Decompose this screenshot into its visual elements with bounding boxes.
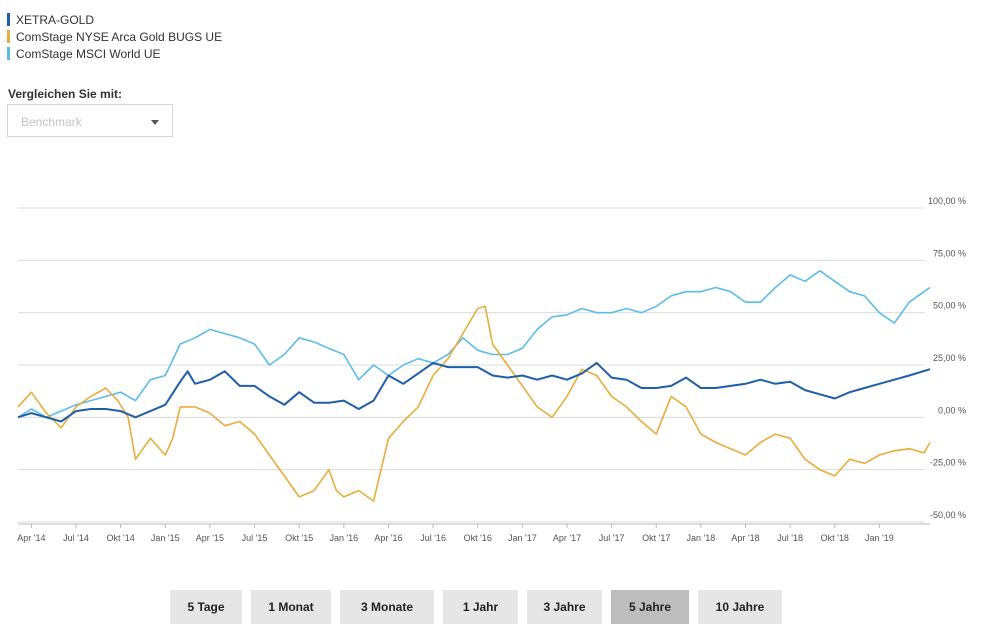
x-tick-label: Apr '15 [196, 533, 224, 543]
y-tick-label: 100,00 % [928, 196, 966, 206]
range-5-tage-button[interactable]: 5 Tage [170, 590, 242, 624]
x-tick-label: Jan '15 [151, 533, 180, 543]
chart-legend: XETRA-GOLD ComStage NYSE Arca Gold BUGS … [7, 11, 222, 62]
y-tick-label: -25,00 % [930, 458, 966, 468]
x-tick-label: Jul '15 [242, 533, 268, 543]
range-1-jahr-button[interactable]: 1 Jahr [443, 590, 518, 624]
range-5-jahre-button[interactable]: 5 Jahre [611, 590, 689, 624]
benchmark-select[interactable]: Benchmark [7, 104, 173, 137]
x-tick-label: Jan '17 [508, 533, 537, 543]
x-tick-label: Apr '14 [17, 533, 45, 543]
legend-item-xetra-gold[interactable]: XETRA-GOLD [7, 11, 222, 28]
legend-swatch [7, 13, 10, 26]
range-10-jahre-button[interactable]: 10 Jahre [698, 590, 782, 624]
y-tick-label: 50,00 % [933, 301, 966, 311]
x-tick-label: Apr '17 [553, 533, 581, 543]
x-tick-label: Apr '18 [731, 533, 759, 543]
x-tick-label: Jan '18 [687, 533, 716, 543]
benchmark-placeholder: Benchmark [21, 115, 82, 129]
legend-item-gold-bugs[interactable]: ComStage NYSE Arca Gold BUGS UE [7, 28, 222, 45]
x-tick-label: Jul '16 [420, 533, 446, 543]
chevron-down-icon [151, 120, 159, 125]
legend-swatch [7, 30, 10, 43]
y-tick-label: 75,00 % [933, 248, 966, 258]
time-range-selector: 5 Tage 1 Monat 3 Monate 1 Jahr 3 Jahre 5… [170, 590, 791, 624]
y-tick-label: 25,00 % [933, 353, 966, 363]
x-tick-label: Apr '16 [374, 533, 402, 543]
y-tick-label: 0,00 % [938, 405, 966, 415]
x-tick-label: Okt '15 [285, 533, 313, 543]
legend-swatch [7, 47, 10, 60]
range-3-jahre-button[interactable]: 3 Jahre [527, 590, 602, 624]
performance-chart: 100,00 % 75,00 % 50,00 % 25,00 % 0,00 % -25,0… [17, 196, 966, 543]
x-tick-label: Jul '14 [63, 533, 89, 543]
x-tick-label: Okt '14 [107, 533, 135, 543]
x-tick-label: Jan '19 [865, 533, 894, 543]
y-tick-label: -50,00 % [930, 510, 966, 520]
x-tick-label: Jul '18 [777, 533, 803, 543]
range-3-monate-button[interactable]: 3 Monate [340, 590, 434, 624]
series-line-1 [17, 305, 931, 502]
range-1-monat-button[interactable]: 1 Monat [251, 590, 331, 624]
legend-label: ComStage NYSE Arca Gold BUGS UE [16, 29, 223, 44]
x-tick-label: Jan '16 [329, 533, 358, 543]
legend-item-msci-world[interactable]: ComStage MSCI World UE [7, 45, 222, 62]
legend-label: ComStage MSCI World UE [16, 46, 161, 61]
x-tick-label: Okt '16 [464, 533, 492, 543]
compare-label: Vergleichen Sie mit: [8, 87, 123, 101]
series-line-2 [17, 270, 931, 419]
series-line-0 [17, 361, 931, 423]
x-tick-label: Okt '17 [642, 533, 670, 543]
x-tick-label: Okt '18 [821, 533, 849, 543]
legend-label: XETRA-GOLD [16, 12, 95, 27]
x-tick-label: Jul '17 [599, 533, 625, 543]
